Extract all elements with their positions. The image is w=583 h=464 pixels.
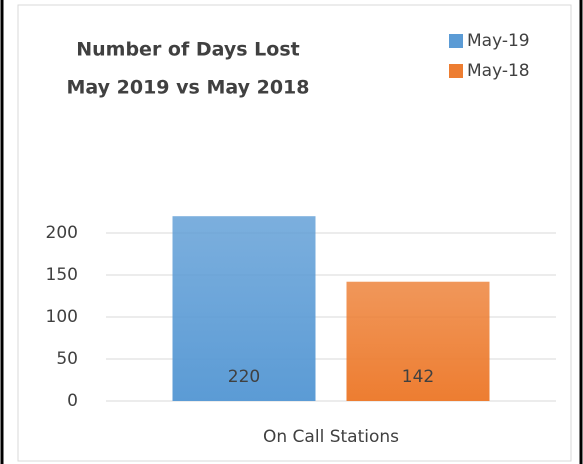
bar: [346, 281, 490, 401]
legend-swatch: [449, 64, 463, 78]
data-label: 142: [402, 367, 434, 387]
y-tick-label: 200: [46, 223, 78, 243]
legend-swatch: [449, 34, 463, 48]
chart-border: [17, 4, 572, 462]
chart-title: Number of Days Lost: [76, 39, 300, 61]
y-tick-label: 100: [46, 307, 78, 327]
legend-label: May-19: [467, 31, 530, 51]
y-tick-label: 50: [56, 349, 78, 369]
chart-title: May 2019 vs May 2018: [67, 77, 310, 99]
legend-label: May-18: [467, 61, 530, 81]
y-tick-label: 0: [67, 391, 78, 411]
y-tick-label: 150: [46, 265, 78, 285]
data-label: 220: [228, 367, 260, 387]
bar: [172, 216, 316, 401]
x-tick-label: On Call Stations: [263, 427, 399, 447]
